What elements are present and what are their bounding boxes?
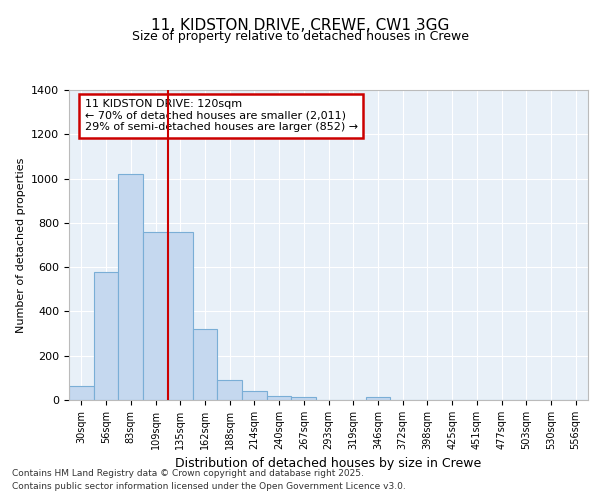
Bar (193, 329, 217, 400)
Y-axis label: Number of detached properties: Number of detached properties (16, 158, 26, 332)
X-axis label: Distribution of detached houses by size in Crewe: Distribution of detached houses by size … (175, 458, 482, 470)
Bar (242, 391, 267, 400)
Bar (267, 396, 292, 400)
Text: Contains public sector information licensed under the Open Government Licence v3: Contains public sector information licen… (12, 482, 406, 491)
Text: Contains HM Land Registry data © Crown copyright and database right 2025.: Contains HM Land Registry data © Crown c… (12, 469, 364, 478)
Text: 11, KIDSTON DRIVE, CREWE, CW1 3GG: 11, KIDSTON DRIVE, CREWE, CW1 3GG (151, 18, 449, 32)
Bar (217, 380, 242, 400)
Bar (118, 174, 143, 400)
Bar (168, 232, 193, 400)
Bar (143, 232, 168, 400)
Text: 11 KIDSTON DRIVE: 120sqm
← 70% of detached houses are smaller (2,011)
29% of sem: 11 KIDSTON DRIVE: 120sqm ← 70% of detach… (85, 100, 358, 132)
Bar (69, 386, 94, 400)
Bar (94, 272, 118, 400)
Text: Size of property relative to detached houses in Crewe: Size of property relative to detached ho… (131, 30, 469, 43)
Bar (365, 398, 390, 400)
Bar (292, 398, 316, 400)
